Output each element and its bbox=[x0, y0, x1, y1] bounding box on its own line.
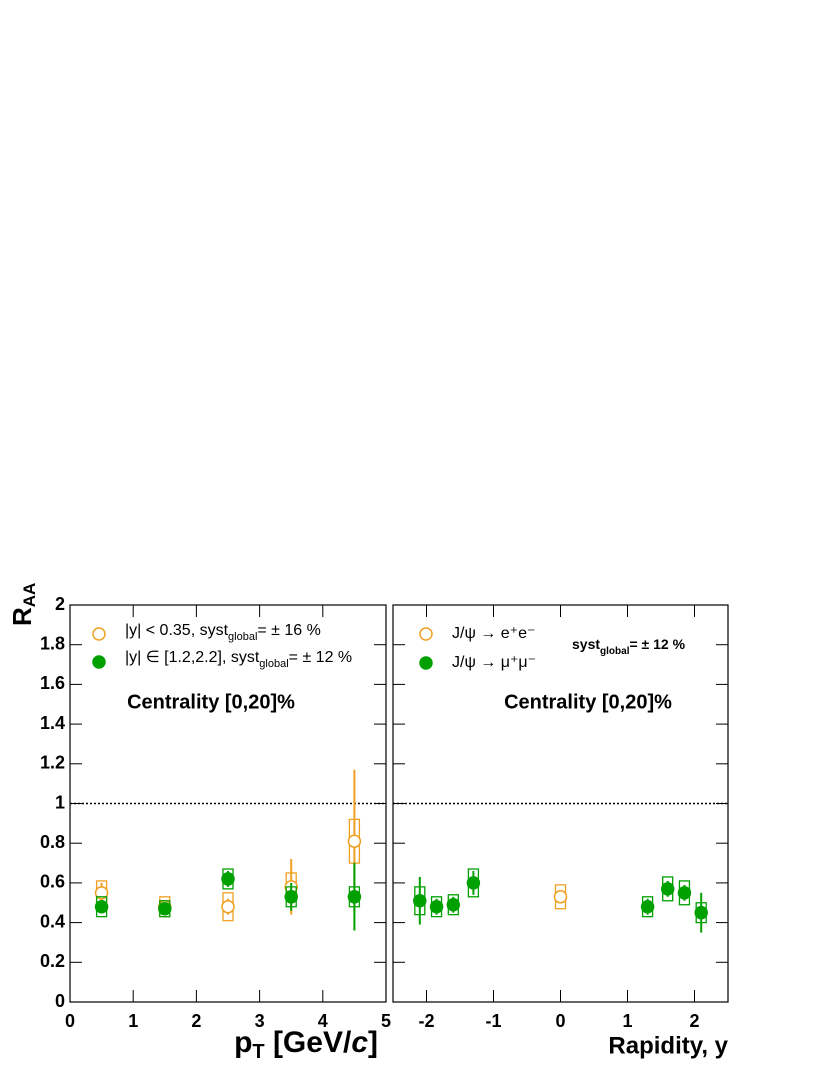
y-tick-label: 1.6 bbox=[40, 673, 65, 693]
legend-part: = ± 12 % bbox=[289, 649, 352, 666]
y-label-main: R bbox=[7, 607, 37, 626]
legend-label: |y| ∈ [1.2,2.2], systglobal= ± 12 % bbox=[125, 649, 352, 670]
note-part: = ± 12 % bbox=[629, 636, 685, 652]
x-label-part: [GeV/ bbox=[265, 1026, 352, 1059]
annotation: Centrality [0,20]% bbox=[504, 691, 672, 713]
data-point bbox=[94, 886, 109, 900]
x-tick-label: 5 bbox=[381, 1011, 391, 1031]
legend-part: = ± 16 % bbox=[257, 622, 320, 639]
data-point bbox=[640, 899, 655, 914]
note-part: syst bbox=[572, 636, 600, 652]
x-tick-label: 1 bbox=[128, 1011, 138, 1031]
legend-sub: global bbox=[228, 631, 257, 643]
syst-note: systglobal= ± 12 % bbox=[572, 636, 686, 657]
legend-marker bbox=[92, 655, 106, 669]
data-point bbox=[413, 894, 427, 908]
data-point bbox=[694, 905, 708, 920]
y-tick-label: 0 bbox=[55, 991, 65, 1011]
y-tick-label: 1 bbox=[55, 792, 65, 812]
data-point bbox=[429, 899, 444, 914]
x-axis-label: pT [GeV/c] bbox=[234, 1026, 378, 1063]
x-tick-label: 4 bbox=[318, 1011, 328, 1031]
x-tick-label: 2 bbox=[191, 1011, 201, 1031]
legend-marker bbox=[92, 627, 106, 641]
x-axis-label: Rapidity, y bbox=[608, 1032, 728, 1059]
data-point bbox=[660, 882, 675, 896]
y-tick-label: 0.8 bbox=[40, 832, 65, 852]
x-tick-label: 2 bbox=[689, 1011, 699, 1031]
legend-marker bbox=[419, 656, 433, 670]
x-label-part: p bbox=[234, 1026, 252, 1059]
x-tick-label: -2 bbox=[418, 1011, 434, 1031]
legend-label: |y| < 0.35, systglobal= ± 16 % bbox=[125, 622, 321, 643]
data-point bbox=[677, 886, 692, 900]
annotation: Centrality [0,20]% bbox=[127, 691, 295, 713]
x-label-part: ] bbox=[368, 1026, 378, 1059]
x-label-part: c bbox=[351, 1026, 368, 1059]
x-tick-label: 0 bbox=[65, 1011, 75, 1031]
legend-part: |y| < 0.35, syst bbox=[125, 622, 229, 639]
y-label-sub: AA bbox=[20, 583, 39, 608]
x-label-sub: T bbox=[252, 1041, 264, 1063]
y-tick-label: 2 bbox=[55, 594, 65, 614]
data-point bbox=[347, 834, 362, 848]
data-point bbox=[347, 890, 362, 904]
data-point bbox=[94, 899, 109, 914]
data-point bbox=[158, 901, 172, 916]
legend-label: J/ψ → e⁺e⁻ bbox=[452, 625, 535, 642]
y-tick-label: 0.2 bbox=[40, 951, 65, 971]
legend-label: J/ψ → μ⁺μ⁻ bbox=[452, 654, 536, 671]
data-point bbox=[221, 872, 235, 886]
x-tick-label: 1 bbox=[622, 1011, 632, 1031]
x-tick-label: 0 bbox=[555, 1011, 565, 1031]
y-tick-label: 1.2 bbox=[40, 753, 65, 773]
y-tick-label: 0.4 bbox=[40, 911, 65, 931]
data-point bbox=[553, 890, 568, 904]
data-point bbox=[221, 899, 235, 914]
data-point bbox=[466, 876, 481, 890]
legend-sub: global bbox=[259, 658, 288, 670]
note-sub: global bbox=[600, 646, 630, 657]
x-tick-label: 3 bbox=[255, 1011, 265, 1031]
y-tick-label: 0.6 bbox=[40, 872, 65, 892]
y-axis-label: RAA bbox=[7, 583, 40, 626]
x-tick-label: -1 bbox=[485, 1011, 501, 1031]
data-point bbox=[284, 890, 298, 904]
legend-part: |y| ∈ [1.2,2.2], syst bbox=[125, 649, 260, 666]
legend-marker bbox=[419, 627, 433, 641]
data-point bbox=[446, 897, 461, 912]
y-tick-label: 1.8 bbox=[40, 633, 65, 653]
y-tick-label: 1.4 bbox=[40, 713, 65, 733]
